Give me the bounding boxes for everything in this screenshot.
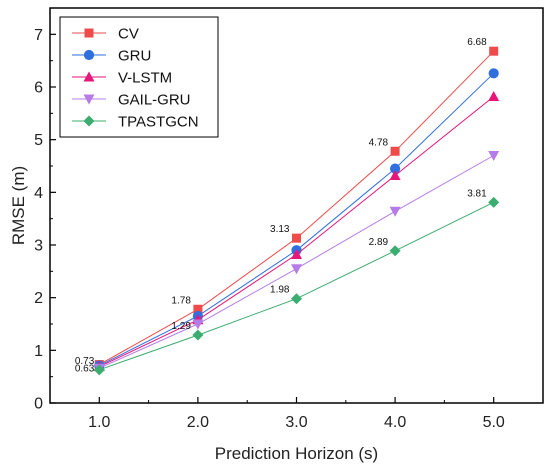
data-label: 0.63 (75, 363, 95, 374)
data-point (292, 233, 301, 243)
y-tick-label: 5 (34, 132, 43, 149)
data-point (291, 293, 302, 305)
data-point (488, 90, 500, 101)
legend-marker (84, 28, 94, 38)
data-label: 3.81 (467, 188, 487, 199)
y-axis-title: RMSE (m) (9, 166, 28, 245)
data-point (488, 196, 500, 208)
data-label: 1.98 (270, 285, 290, 296)
legend-label: CV (118, 26, 139, 43)
axes: 0 1 2 3 4 5 6 7 1.0 2.0 3.0 4.0 5.0 (34, 27, 505, 431)
y-tick-label: 3 (34, 238, 43, 255)
y-tick-label: 0 (34, 396, 43, 413)
legend-marker (83, 94, 95, 105)
y-tick-label: 4 (34, 185, 43, 202)
data-point (489, 46, 499, 56)
data-point (488, 150, 500, 161)
data-label: 1.78 (171, 295, 191, 306)
x-tick-label: 3.0 (285, 414, 307, 431)
data-point (192, 319, 204, 330)
x-tick-label: 1.0 (88, 414, 110, 431)
x-tick-label: 5.0 (483, 414, 505, 431)
data-labels: 0.730.63 1.78 1.29 3.13 1.98 4.78 2.89 6.68 3.81 (75, 37, 487, 374)
legend-marker (83, 49, 95, 61)
data-point (93, 364, 105, 376)
legend-marker (83, 71, 95, 82)
data-point (389, 206, 401, 217)
data-label: 2.89 (369, 237, 389, 248)
legend-item: V-LSTM (72, 70, 172, 87)
data-point (488, 68, 499, 79)
legend-item: GRU (72, 48, 151, 65)
data-point (389, 169, 401, 180)
legend-label: TPASTGCN (118, 114, 199, 131)
legend-item: GAIL-GRU (72, 92, 191, 109)
data-label: 0.73 (75, 356, 95, 367)
legend-marker (83, 115, 95, 127)
legend-label: GAIL-GRU (118, 92, 191, 109)
legend: CV GRU V-LSTM GAIL-GRU TPASTGCN (59, 16, 219, 138)
data-label: 3.13 (270, 224, 290, 235)
series-gail-gru (93, 150, 500, 374)
legend-item: TPASTGCN (72, 114, 199, 131)
series-tpastgcn (93, 196, 500, 376)
data-label: 4.78 (369, 137, 389, 148)
x-axis-title: Prediction Horizon (s) (215, 444, 378, 463)
data-point (390, 146, 400, 156)
data-point (291, 248, 302, 259)
data-point (389, 245, 401, 257)
data-point (291, 264, 302, 275)
data-label: 1.29 (171, 321, 191, 332)
y-tick-label: 7 (34, 27, 43, 44)
data-point (390, 163, 401, 174)
data-label: 6.68 (467, 37, 487, 48)
data-point (193, 304, 203, 314)
legend-item: CV (72, 26, 139, 43)
x-tick-label: 2.0 (187, 414, 209, 431)
legend-label: V-LSTM (118, 70, 172, 87)
y-tick-label: 6 (34, 80, 43, 97)
data-point (192, 329, 204, 341)
series-layer (93, 46, 500, 376)
x-tick-label: 4.0 (384, 414, 406, 431)
y-tick-label: 2 (34, 290, 43, 307)
y-tick-label: 1 (34, 343, 43, 360)
legend-label: GRU (118, 48, 151, 65)
